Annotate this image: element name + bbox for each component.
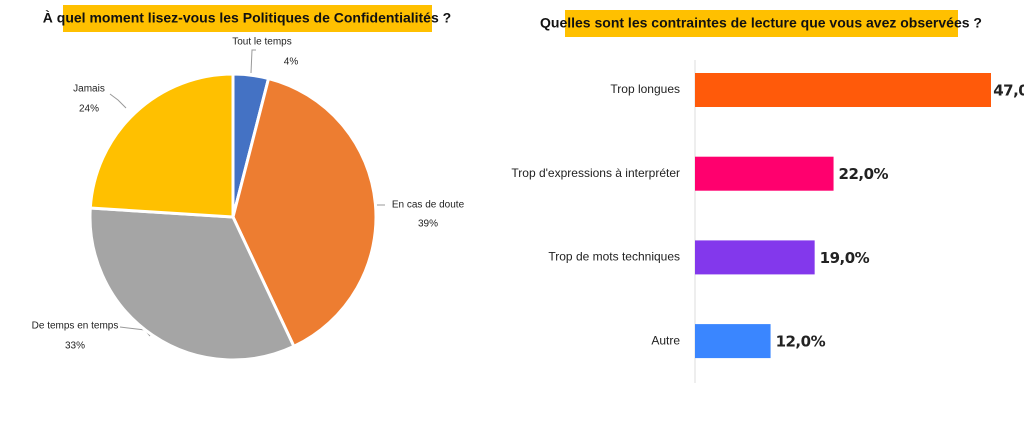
slice-value: 39% <box>418 219 438 230</box>
chart-title: À quel moment lisez-vous les Politiques … <box>43 10 451 26</box>
slice-value: 33% <box>65 341 85 352</box>
category-label: Autre <box>651 333 680 347</box>
category-label: Trop d'expressions à interpréter <box>511 166 680 180</box>
category-label: Trop de mots techniques <box>548 250 680 264</box>
value-label: 22,0% <box>839 165 889 183</box>
slice-label: Jamais <box>73 84 105 95</box>
slice-label: De temps en temps <box>32 321 119 332</box>
chart-title: Quelles sont les contraintes de lecture … <box>540 15 982 31</box>
value-label: 12,0% <box>776 333 826 351</box>
bar <box>695 324 771 359</box>
bar <box>695 156 834 191</box>
value-label: 47,0% <box>993 82 1024 100</box>
slice-label: Tout le temps <box>232 37 291 48</box>
bar <box>695 73 991 107</box>
title-box <box>63 5 432 32</box>
slice-label: En cas de doute <box>392 200 465 211</box>
value-label: 19,0% <box>820 249 870 267</box>
bar <box>695 240 815 275</box>
slice-value: 24% <box>79 104 99 115</box>
category-label: Trop longues <box>610 82 680 96</box>
pie-slice <box>88 72 235 219</box>
slice-value: 4% <box>284 57 299 68</box>
pie-slice <box>88 206 296 362</box>
pie-slice <box>231 76 378 349</box>
title-box <box>565 10 958 37</box>
